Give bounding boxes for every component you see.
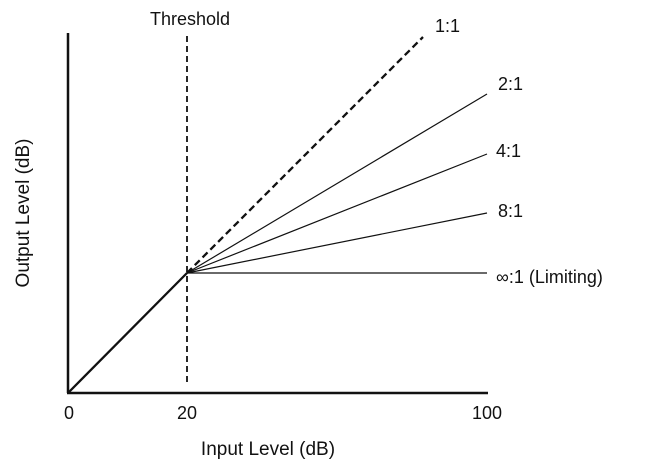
threshold-label: Threshold bbox=[150, 9, 230, 29]
series-line-0 bbox=[186, 36, 424, 274]
series-line-1 bbox=[186, 93, 488, 274]
x-tick-label: 100 bbox=[472, 403, 502, 423]
x-axis-label: Input Level (dB) bbox=[201, 439, 335, 460]
series-label: ∞:1 (Limiting) bbox=[496, 267, 603, 287]
x-tick-label: 0 bbox=[64, 403, 74, 423]
unity-segment-below-threshold bbox=[67, 272, 188, 394]
series-label: 1:1 bbox=[435, 16, 460, 36]
series-line-3 bbox=[186, 212, 488, 274]
series-label: 2:1 bbox=[498, 74, 523, 94]
series-line-2 bbox=[186, 153, 488, 274]
x-tick-label: 20 bbox=[177, 403, 197, 423]
series-label: 4:1 bbox=[496, 141, 521, 161]
y-axis-label: Output Level (dB) bbox=[13, 139, 34, 288]
series-label: 8:1 bbox=[498, 201, 523, 221]
